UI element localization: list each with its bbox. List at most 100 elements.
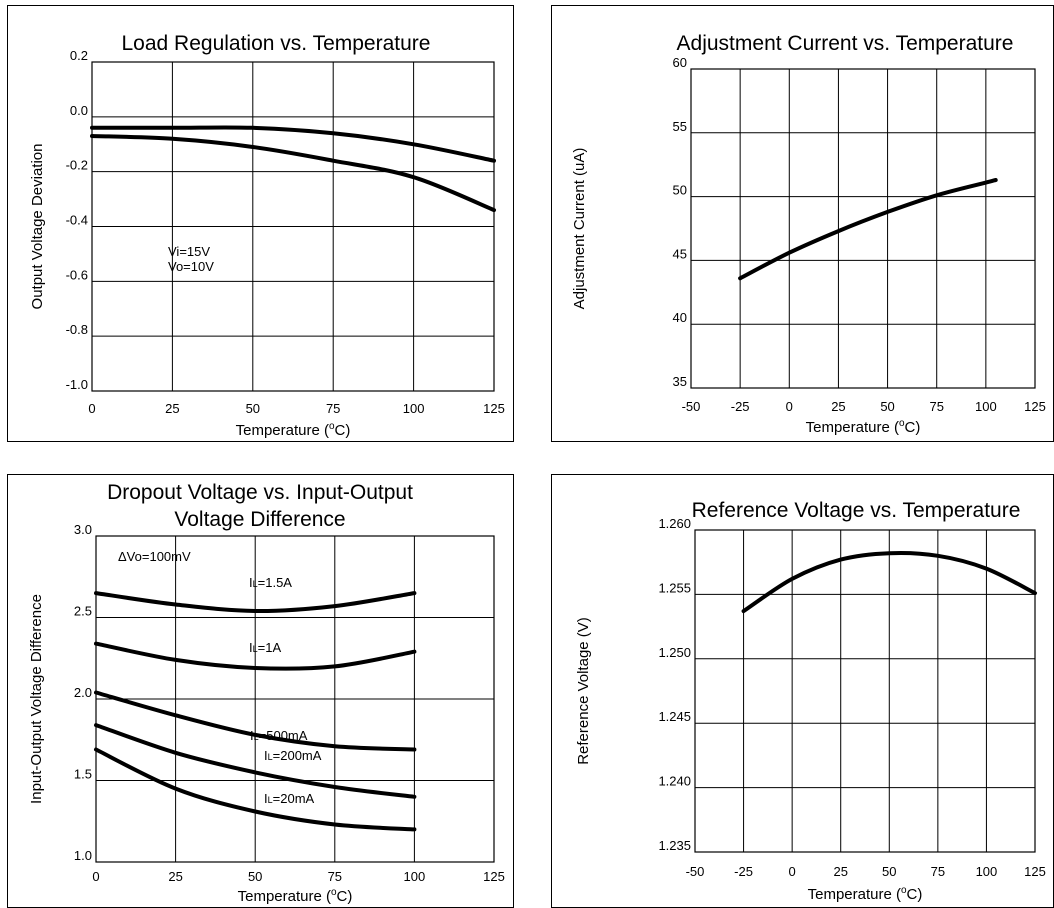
- x-axis-label-degree: o: [329, 421, 335, 432]
- series-label-sub: L: [254, 732, 259, 742]
- x-tick-label: 125: [483, 869, 505, 884]
- series-label-sub: L: [268, 752, 273, 762]
- x-tick-label: 0: [88, 401, 95, 416]
- series-label-sub: L: [268, 795, 273, 805]
- chart-panel-load-regulation: 0 25 50 75 100 125 0.2 0.0 -0.2 -0.4 -0.6 -0.8 -1.0 L…: [7, 5, 514, 442]
- x-tick-label: 25: [831, 399, 845, 414]
- x-tick-label: 125: [1024, 399, 1046, 414]
- x-tick-label: 100: [976, 864, 998, 879]
- series-label-main: I: [264, 791, 268, 806]
- y-tick-label: 1.260: [658, 516, 691, 531]
- y-tick-label: 60: [673, 55, 687, 70]
- x-tick-label: -25: [734, 864, 753, 879]
- chart-panel-adjustment-current: -50 -25 0 25 50 75 100 125 60 55 50 45 40 35 Adjustmen…: [551, 5, 1054, 442]
- x-axis-label: Temperature (oC): [238, 887, 353, 905]
- series-label-sub: L: [253, 579, 258, 589]
- series-line: [94, 723, 417, 799]
- series-label-rest: =500mA: [259, 728, 308, 743]
- series-label: IL=1.5A: [249, 575, 292, 590]
- y-tick-label: 1.0: [74, 848, 92, 863]
- y-tick-label: 0.2: [70, 48, 88, 63]
- chart-title: Adjustment Current vs. Temperature: [677, 32, 1014, 55]
- x-axis-label-text: Temperature (: [806, 419, 899, 436]
- chart-reference-voltage: -50 -25 0 25 50 75 100 125 1.260 1.255 1.250 1.245 1…: [575, 499, 1046, 903]
- y-tick-label: 45: [673, 246, 687, 261]
- series-line: [90, 125, 496, 163]
- series-label: IL=500mA: [250, 728, 308, 743]
- chart-title: Voltage Difference: [174, 508, 345, 531]
- chart-panel-reference-voltage: -50 -25 0 25 50 75 100 125 1.260 1.255 1.250 1.245 1…: [551, 474, 1054, 908]
- chart-title: Dropout Voltage vs. Input-Output: [107, 481, 413, 504]
- series-line: [741, 550, 1037, 614]
- x-tick-label: -50: [682, 399, 701, 414]
- y-tick-label: -0.2: [66, 158, 88, 173]
- y-tick-label: 1.240: [658, 774, 691, 789]
- series-label-rest: =200mA: [273, 748, 322, 763]
- series-line: [94, 690, 417, 752]
- y-tick-label: 1.255: [658, 580, 691, 595]
- x-tick-label: 50: [880, 399, 894, 414]
- x-axis-label-degree: o: [331, 887, 337, 898]
- grid-lines: [690, 68, 1036, 389]
- x-tick-label: 75: [929, 399, 943, 414]
- series-label-main: I: [249, 575, 253, 590]
- chart-title: Load Regulation vs. Temperature: [122, 32, 431, 55]
- x-tick-label: -50: [686, 864, 705, 879]
- y-tick-label: 2.0: [74, 685, 92, 700]
- series-label: IL=1A: [249, 640, 281, 655]
- x-tick-label: 50: [246, 401, 260, 416]
- x-tick-label: 50: [248, 869, 262, 884]
- x-tick-label: 125: [1024, 864, 1046, 879]
- x-tick-label: 100: [975, 399, 997, 414]
- y-axis-label: Adjustment Current (uA): [571, 148, 588, 310]
- y-tick-label: 2.5: [74, 604, 92, 619]
- x-tick-label: 25: [165, 401, 179, 416]
- y-axis-label: Output Voltage Deviation: [29, 144, 46, 310]
- x-tick-label: 75: [326, 401, 340, 416]
- series-line: [94, 747, 417, 832]
- y-tick-label: 0.0: [70, 103, 88, 118]
- plot-frame: [95, 535, 495, 863]
- x-tick-label: 75: [931, 864, 945, 879]
- y-tick-label: -0.4: [66, 213, 88, 228]
- series-label-rest: =1.5A: [258, 575, 293, 590]
- y-tick-label: 1.235: [658, 838, 691, 853]
- y-tick-label: 1.250: [658, 645, 691, 660]
- x-axis-label-unit: C): [335, 422, 351, 439]
- x-tick-label: 25: [833, 864, 847, 879]
- x-tick-label: 100: [404, 869, 426, 884]
- series-label-main: I: [250, 728, 254, 743]
- y-tick-label: 35: [673, 374, 687, 389]
- plot-frame: [694, 529, 1036, 853]
- y-tick-label: 1.5: [74, 767, 92, 782]
- series-line: [94, 591, 417, 614]
- y-axis-label: Reference Voltage (V): [575, 617, 592, 765]
- x-axis-label-unit: C): [905, 419, 921, 436]
- grid-lines: [694, 529, 1036, 853]
- series-label-rest: =20mA: [273, 791, 315, 806]
- y-tick-label: 40: [673, 310, 687, 325]
- x-axis-label: Temperature (oC): [808, 885, 923, 903]
- chart-adjustment-current: -50 -25 0 25 50 75 100 125 60 55 50 45 40 35 Adjustmen…: [571, 32, 1046, 436]
- x-axis-label-degree: o: [899, 418, 905, 429]
- x-tick-label: 75: [328, 869, 342, 884]
- chart-annotation: Vi=15V: [168, 244, 210, 259]
- y-tick-label: 55: [673, 119, 687, 134]
- series-label: IL=200mA: [264, 748, 322, 763]
- series-label: IL=20mA: [264, 791, 315, 806]
- chart-annotation: ΔVo=100mV: [118, 549, 191, 564]
- x-axis-label-degree: o: [901, 885, 907, 896]
- y-tick-label: 3.0: [74, 522, 92, 537]
- series-label-main: I: [249, 640, 253, 655]
- x-tick-label: 25: [168, 869, 182, 884]
- series-label-main: I: [264, 748, 268, 763]
- x-axis-label-unit: C): [907, 886, 923, 903]
- x-tick-label: 125: [483, 401, 505, 416]
- chart-panel-dropout-voltage: 0 25 50 75 100 125 3.0 2.5 2.0 1.5 1.0 Dropout Volt…: [7, 474, 514, 908]
- x-axis-label-text: Temperature (: [808, 886, 901, 903]
- x-tick-label: 0: [789, 864, 796, 879]
- series-line: [90, 134, 496, 213]
- x-axis-label: Temperature (oC): [806, 418, 921, 436]
- grid-lines: [91, 61, 495, 392]
- x-tick-label: 0: [786, 399, 793, 414]
